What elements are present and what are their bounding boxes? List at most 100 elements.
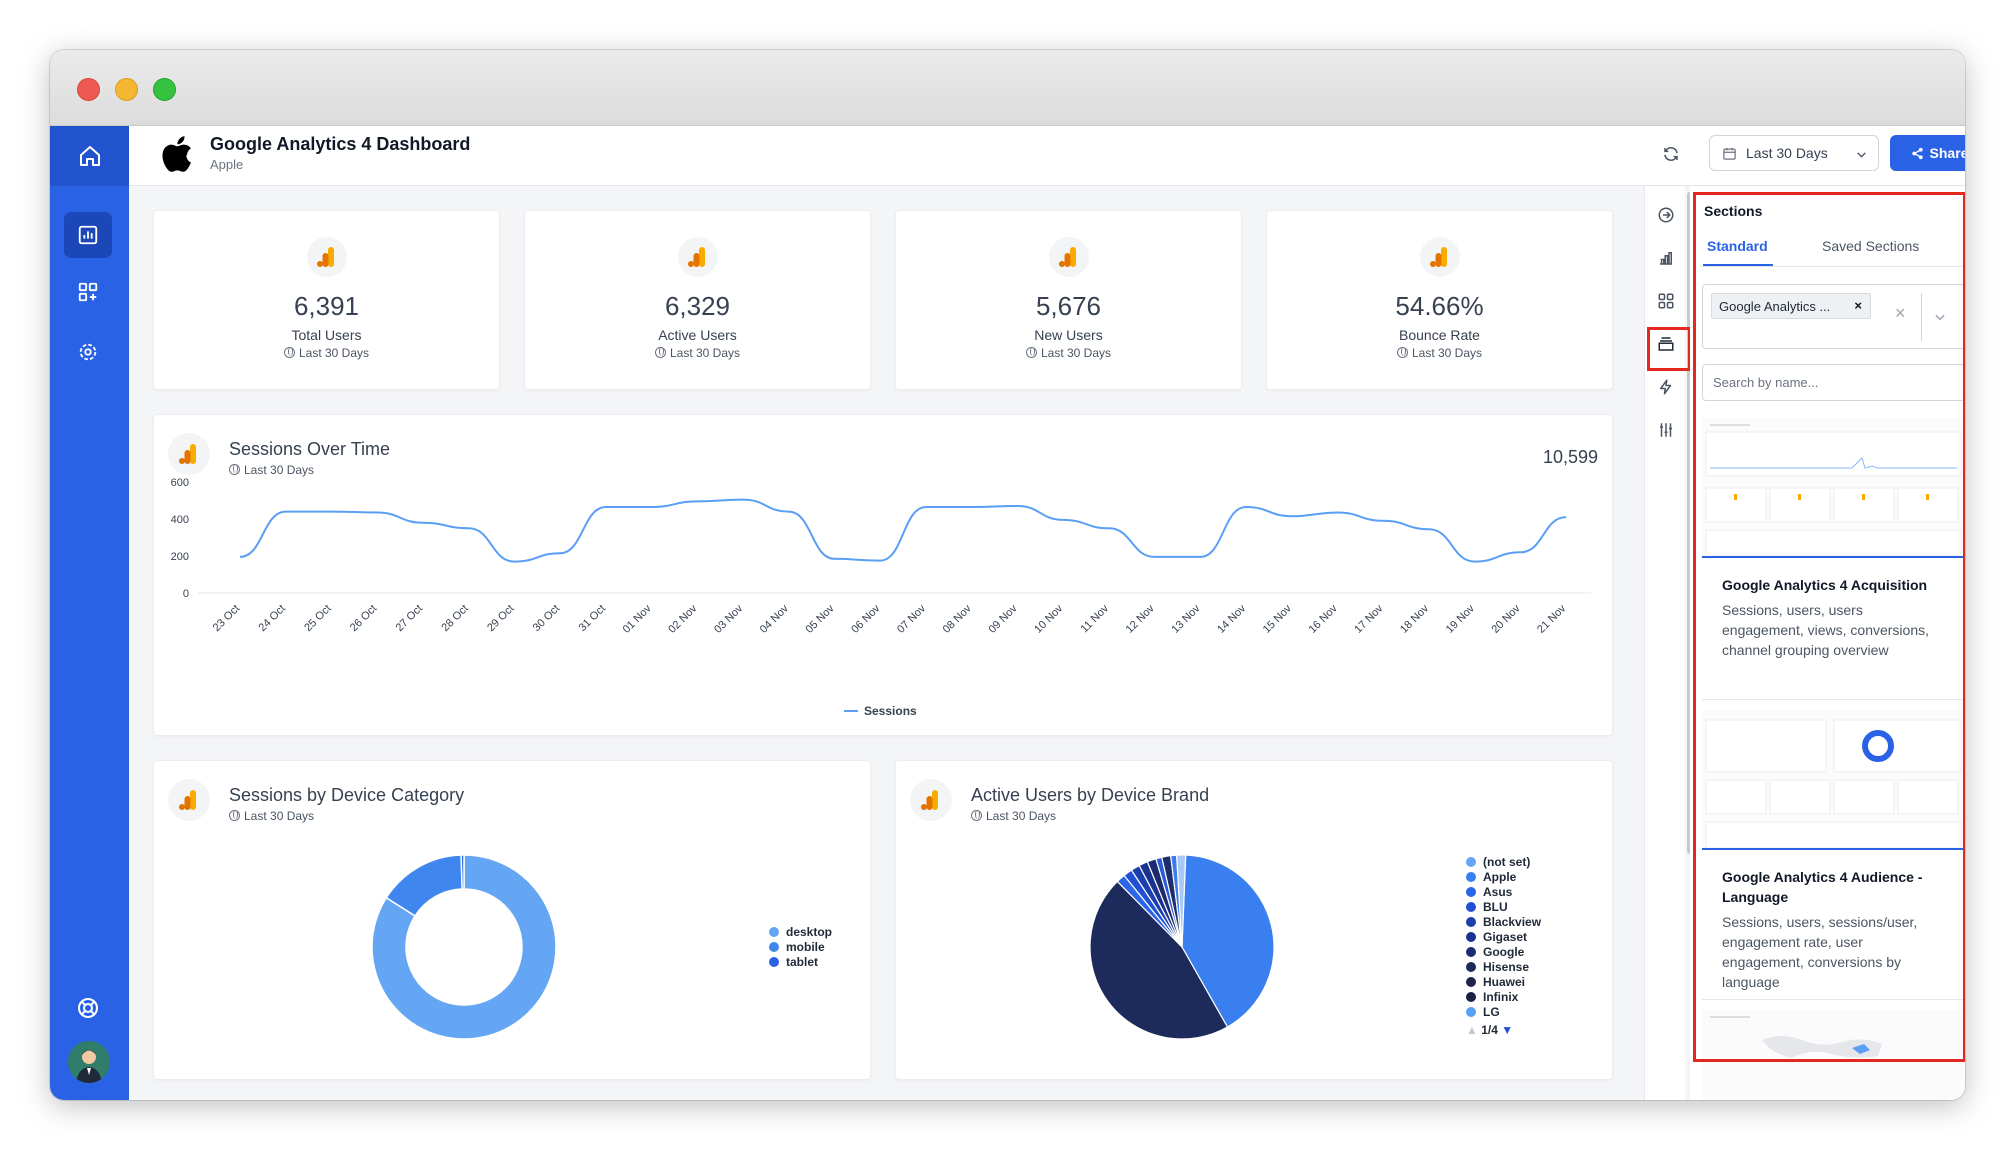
filter-chip[interactable]: Google Analytics ... × <box>1711 293 1871 319</box>
rail-filters-button[interactable] <box>1651 415 1681 445</box>
home-button[interactable] <box>50 126 129 186</box>
close-window-button[interactable] <box>77 78 100 101</box>
section-thumbnail <box>1702 710 1965 850</box>
kpi-card-bounce-rate[interactable]: 54.66% Bounce Rate Last 30 Days <box>1266 210 1613 390</box>
section-search-input[interactable] <box>1702 364 1965 401</box>
nav-settings[interactable] <box>64 329 112 375</box>
legend-item[interactable]: Apple <box>1466 870 1541 885</box>
card-title: Active Users by Device Brand <box>971 785 1210 805</box>
kpi-card-new-users[interactable]: 5,676 New Users Last 30 Days <box>895 210 1242 390</box>
x-tick-label: 06 Nov <box>849 602 882 635</box>
x-tick-label: 21 Nov <box>1535 602 1568 635</box>
kpi-value: 6,329 <box>664 291 731 321</box>
nav-widgets[interactable] <box>64 269 112 315</box>
pie-slice-(not set) <box>1089 880 1229 1040</box>
x-tick-label: 30 Oct <box>531 603 562 634</box>
x-tick-label: 26 Oct <box>348 603 379 634</box>
sessions-line-chart: 0 200 400 600 23 Oct 24 Oct 25 Oct 26 Oct 27 Oct… <box>171 477 1591 718</box>
legend-item[interactable]: LG <box>1466 1005 1541 1017</box>
sliders-icon <box>1660 423 1672 437</box>
chip-remove-icon[interactable]: × <box>1854 298 1862 313</box>
ga-logo-icon <box>168 779 210 821</box>
x-tick-label: 24 Oct <box>257 603 288 634</box>
y-tick-label: 400 <box>171 514 189 526</box>
x-tick-label: 09 Nov <box>986 602 1019 635</box>
sessions-by-device-card[interactable]: Sessions by Device Category Last 30 Days… <box>153 760 871 1080</box>
kpi-period: Last 30 Days <box>525 346 870 360</box>
rail-widgets-button[interactable] <box>1651 286 1681 316</box>
share-label: Share <box>1929 145 1965 161</box>
user-avatar[interactable] <box>68 1041 110 1083</box>
legend-item[interactable]: Infinix <box>1466 990 1541 1005</box>
section-card-acquisition[interactable]: Google Analytics 4 Acquisition Sessions,… <box>1702 418 1965 700</box>
section-card-language[interactable]: Google Analytics 4 Audience - Language S… <box>1702 710 1965 1000</box>
tabs-divider <box>1700 266 1965 267</box>
active-users-by-brand-card[interactable]: Active Users by Device Brand Last 30 Day… <box>895 760 1613 1080</box>
dashboard-icon <box>78 225 98 245</box>
bar-chart-icon <box>1660 252 1672 265</box>
donut-slice-tablet <box>460 854 465 890</box>
device-legend: desktop mobile tablet <box>769 925 832 970</box>
app-window: Google Analytics 4 Dashboard Apple Last … <box>50 50 1965 1100</box>
date-range-label: Last 30 Days <box>1746 145 1828 161</box>
rail-collapse-button[interactable] <box>1651 200 1681 230</box>
ga-logo-icon <box>168 433 210 475</box>
kpi-period: Last 30 Days <box>1267 346 1612 360</box>
card-period: Last 30 Days <box>971 809 1056 823</box>
nav-dashboards[interactable] <box>64 212 112 258</box>
clear-filter-icon[interactable]: × <box>1895 303 1906 323</box>
kpi-card-total-users[interactable]: 6,391 Total Users Last 30 Days <box>153 210 500 390</box>
minimize-window-button[interactable] <box>115 78 138 101</box>
legend-prev-icon[interactable]: ▲ <box>1466 1023 1478 1037</box>
sessions-over-time-card[interactable]: Sessions Over Time Last 30 Days 10,599 0… <box>153 414 1613 736</box>
y-tick-label: 600 <box>171 477 189 489</box>
section-card-description: Sessions, users, users engagement, views… <box>1722 602 1929 658</box>
legend-item[interactable]: Huawei <box>1466 975 1541 990</box>
legend-item[interactable]: Hisense <box>1466 960 1541 975</box>
dashboard-subtitle: Apple <box>210 157 244 172</box>
left-navigation <box>50 126 129 1100</box>
x-tick-label: 01 Nov <box>621 602 654 635</box>
globe-icon <box>1396 347 1408 358</box>
rail-automations-button[interactable] <box>1651 372 1681 402</box>
settings-icon <box>79 343 97 361</box>
legend-item[interactable]: (not set) <box>1466 855 1541 870</box>
tab-standard[interactable]: Standard <box>1707 238 1768 254</box>
x-tick-label: 12 Nov <box>1124 602 1157 635</box>
editor-icon-rail <box>1644 186 1685 1100</box>
kpi-value: 6,391 <box>293 291 360 321</box>
x-tick-label: 16 Nov <box>1307 602 1340 635</box>
legend-item[interactable]: Asus <box>1466 885 1541 900</box>
kpi-period: Last 30 Days <box>896 346 1241 360</box>
refresh-button[interactable] <box>1657 140 1685 168</box>
x-tick-label: 25 Oct <box>302 603 333 634</box>
ga-logo-icon <box>306 237 347 277</box>
source-filter-select[interactable]: Google Analytics ... × × <box>1702 284 1965 349</box>
share-button[interactable]: Share <box>1890 135 1965 171</box>
sections-button-highlight <box>1647 327 1691 371</box>
lightning-icon <box>1660 379 1672 395</box>
rail-sections-button[interactable] <box>1651 329 1681 359</box>
date-range-select[interactable]: Last 30 Days <box>1709 135 1879 171</box>
legend-item-desktop[interactable]: desktop <box>769 925 832 940</box>
kpi-card-active-users[interactable]: 6,329 Active Users Last 30 Days <box>524 210 871 390</box>
pie-slice-Apple <box>1181 854 1275 1028</box>
rail-charts-button[interactable] <box>1651 243 1681 273</box>
legend-item-mobile[interactable]: mobile <box>769 940 832 955</box>
nav-support[interactable] <box>64 985 112 1031</box>
maximize-window-button[interactable] <box>153 78 176 101</box>
y-tick-label: 200 <box>171 551 189 563</box>
section-card-location[interactable] <box>1702 1010 1965 1100</box>
legend-item-tablet[interactable]: tablet <box>769 955 832 970</box>
legend-item[interactable]: Blackview <box>1466 915 1541 930</box>
chevron-down-icon[interactable] <box>1933 310 1947 324</box>
x-tick-label: 11 Nov <box>1078 602 1111 635</box>
legend-next-icon[interactable]: ▼ <box>1501 1023 1514 1037</box>
tab-saved-sections[interactable]: Saved Sections <box>1822 238 1920 254</box>
kpi-label: Total Users <box>291 327 362 343</box>
legend-item[interactable]: Gigaset <box>1466 930 1541 945</box>
legend-item[interactable]: Google <box>1466 945 1541 960</box>
section-card-title: Google Analytics 4 Audience - Language <box>1722 869 1923 905</box>
legend-item[interactable]: BLU <box>1466 900 1541 915</box>
x-tick-label: 08 Nov <box>941 602 974 635</box>
